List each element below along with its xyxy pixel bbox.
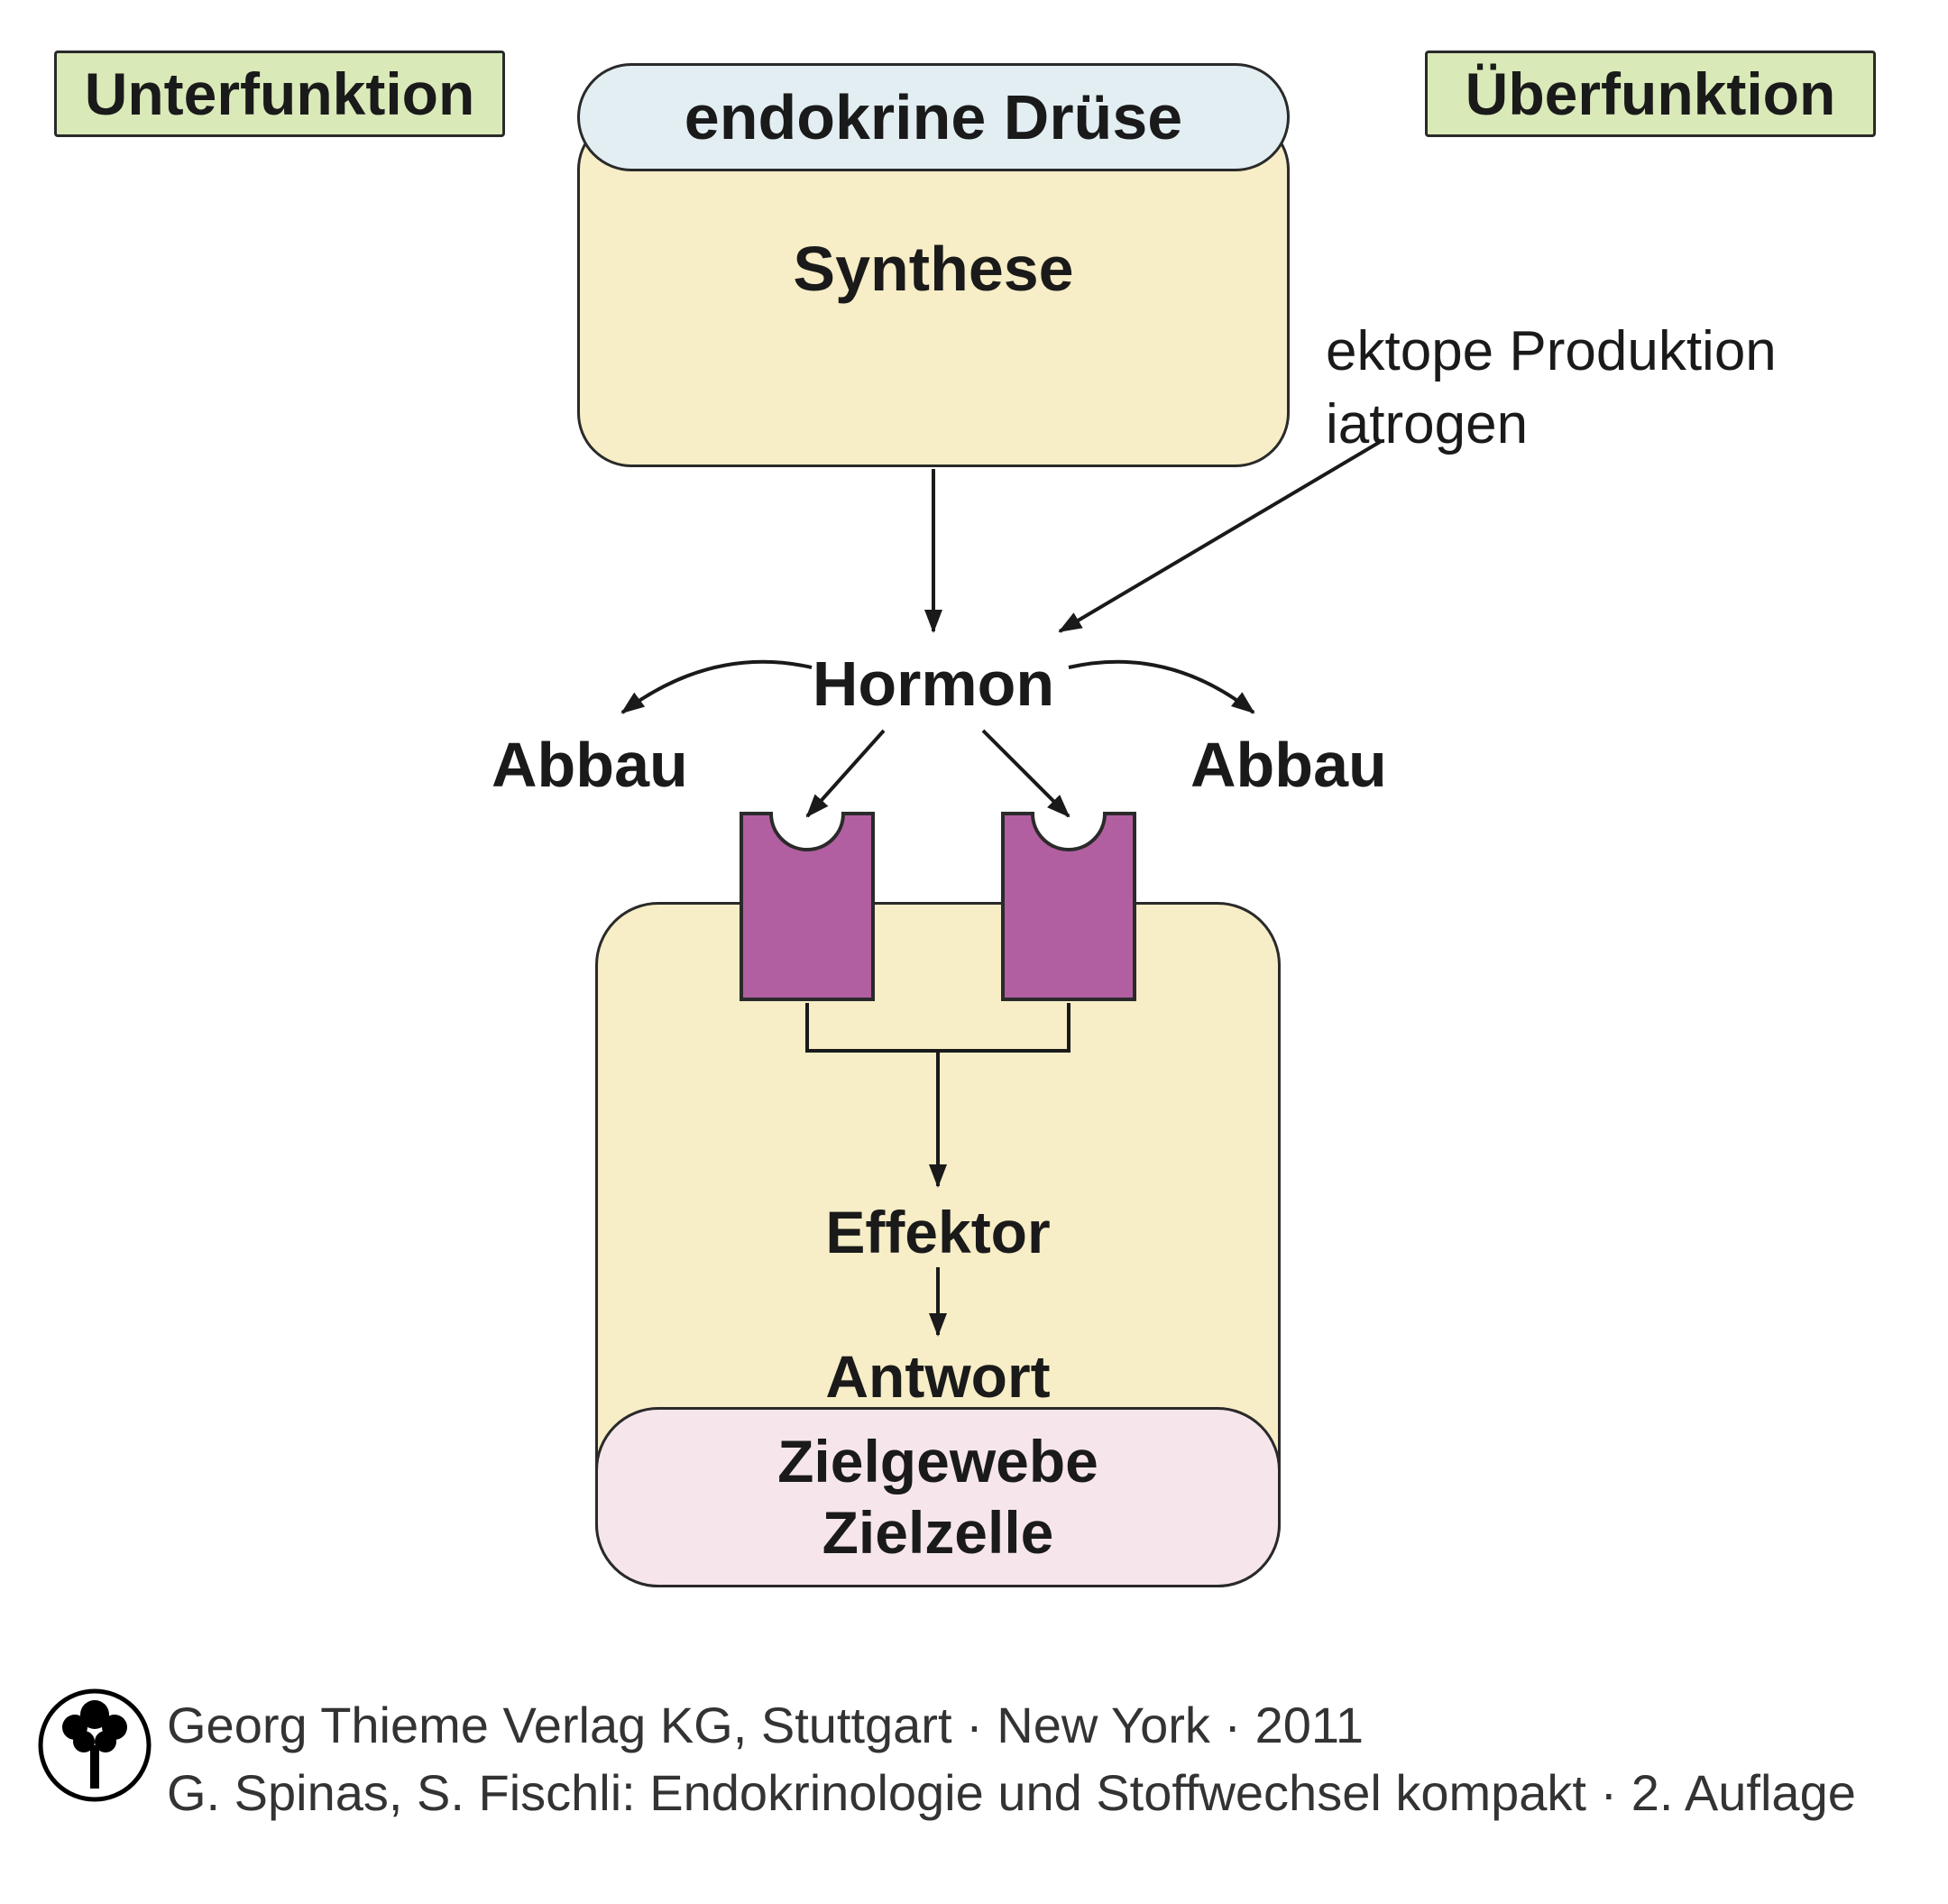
gland-title-label: endokrine Drüse <box>685 81 1182 153</box>
abbau-right-label: Abbau <box>1190 731 1387 800</box>
ektope-note-line1: ektope Produktion <box>1326 320 1777 382</box>
header-unterfunktion: Unterfunktion <box>54 51 505 137</box>
synthese-label: Synthese <box>577 235 1290 304</box>
footer-line2: G. Spinas, S. Fischli: Endokrinologie un… <box>167 1763 1856 1822</box>
ektope-note: ektope Produktion iatrogen <box>1326 316 1777 461</box>
abbau-left-label: Abbau <box>492 731 688 800</box>
hormon-label: Hormon <box>780 649 1087 719</box>
receptor-right-icon <box>1001 812 1136 1001</box>
receptor-left-icon <box>740 812 875 1001</box>
header-ueberfunktion: Überfunktion <box>1425 51 1876 137</box>
diagram-stage: Unterfunktion Überfunktion endokrine Drü… <box>0 0 1948 1904</box>
header-ueberfunktion-label: Überfunktion <box>1466 60 1836 128</box>
target-footer-pill: Zielgewebe Zielzelle <box>595 1407 1281 1587</box>
zielgewebe-label: Zielgewebe <box>777 1428 1098 1495</box>
header-unterfunktion-label: Unterfunktion <box>85 60 475 128</box>
gland-title-pill: endokrine Drüse <box>577 63 1290 171</box>
footer-line1: Georg Thieme Verlag KG, Stuttgart · New … <box>167 1696 1364 1754</box>
zielzelle-label: Zielzelle <box>822 1499 1054 1566</box>
antwort-label: Antwort <box>758 1344 1118 1410</box>
effektor-label: Effektor <box>758 1200 1118 1265</box>
thieme-logo-icon <box>36 1687 153 1804</box>
ektope-note-line2: iatrogen <box>1326 393 1528 455</box>
